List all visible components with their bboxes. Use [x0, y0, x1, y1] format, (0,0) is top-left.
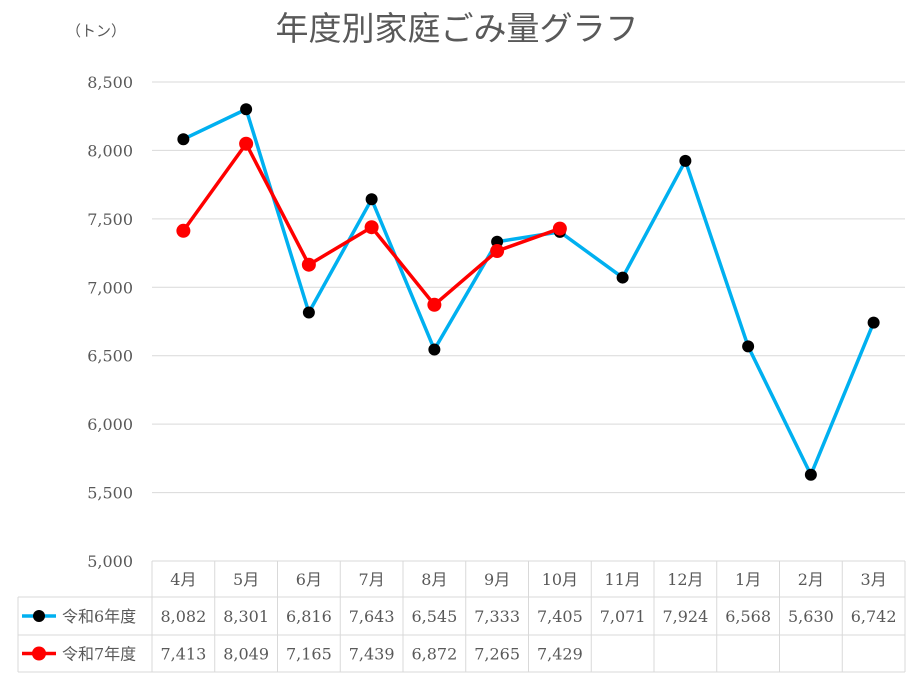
- legend-label: 令和6年度: [62, 607, 136, 626]
- x-category-label: 10月: [542, 570, 578, 589]
- data-point-1: [428, 343, 441, 356]
- x-category-label: 2月: [798, 570, 824, 589]
- x-category-label: 5月: [233, 570, 259, 589]
- data-table-value: 7,265: [474, 645, 520, 664]
- y-axis-unit-label: （トン）: [66, 22, 127, 40]
- data-table-value: 7,165: [286, 645, 332, 664]
- data-point-1: [679, 154, 692, 167]
- data-table-value: 7,413: [160, 645, 206, 664]
- data-point-2: [552, 221, 567, 236]
- data-point-1: [177, 133, 190, 146]
- y-tick-label: 5,000: [87, 552, 133, 571]
- y-tick-label: 8,500: [87, 73, 133, 92]
- y-tick-label: 7,000: [87, 278, 133, 297]
- data-point-1: [867, 316, 880, 329]
- data-point-2: [490, 244, 505, 259]
- data-table-value: 5,630: [788, 607, 834, 626]
- data-point-1: [365, 193, 378, 206]
- data-table-value: 8,301: [223, 607, 269, 626]
- data-point-1: [742, 340, 755, 353]
- legend-key-marker: [32, 646, 46, 661]
- data-table-value: 7,429: [537, 645, 583, 664]
- data-table-value: 7,333: [474, 607, 520, 626]
- data-table-value: 7,643: [349, 607, 395, 626]
- x-category-label: 11月: [604, 570, 640, 589]
- data-point-1: [804, 468, 817, 481]
- x-category-label: 6月: [296, 570, 322, 589]
- y-tick-label: 6,000: [87, 415, 133, 434]
- data-table-value: 7,405: [537, 607, 583, 626]
- series-line-1: [182, 107, 876, 477]
- x-category-label: 4月: [170, 570, 196, 589]
- data-point-1: [616, 271, 629, 284]
- data-point-2: [427, 297, 442, 312]
- data-table-value: 6,816: [286, 607, 332, 626]
- data-table-value: 8,082: [160, 607, 206, 626]
- data-point-2: [239, 136, 254, 151]
- x-category-label: 1月: [735, 570, 761, 589]
- y-tick-label: 5,500: [87, 484, 133, 503]
- data-point-2: [301, 257, 316, 272]
- x-category-label: 7月: [359, 570, 385, 589]
- data-table-value: 6,568: [725, 607, 771, 626]
- data-table-value: 6,872: [411, 645, 457, 664]
- x-category-label: 3月: [861, 570, 887, 589]
- data-table-value: 7,924: [662, 607, 708, 626]
- data-point-1: [302, 306, 315, 319]
- legend-label: 令和7年度: [62, 645, 136, 664]
- data-table-value: 7,071: [600, 607, 646, 626]
- y-tick-label: 7,500: [87, 210, 133, 229]
- data-table-value: 7,439: [349, 645, 395, 664]
- y-tick-label: 8,000: [87, 141, 133, 160]
- y-tick-label: 6,500: [87, 347, 133, 366]
- legend-key-marker: [33, 610, 45, 622]
- data-point-1: [240, 103, 253, 116]
- x-category-label: 8月: [421, 570, 447, 589]
- data-table-value: 8,049: [223, 645, 269, 664]
- chart-title: 年度別家庭ごみ量グラフ: [275, 9, 639, 48]
- data-point-2: [176, 223, 191, 238]
- data-point-2: [364, 220, 379, 235]
- x-category-label: 12月: [667, 570, 703, 589]
- data-table-value: 6,545: [411, 607, 457, 626]
- data-table-value: 6,742: [851, 607, 897, 626]
- x-category-label: 9月: [484, 570, 510, 589]
